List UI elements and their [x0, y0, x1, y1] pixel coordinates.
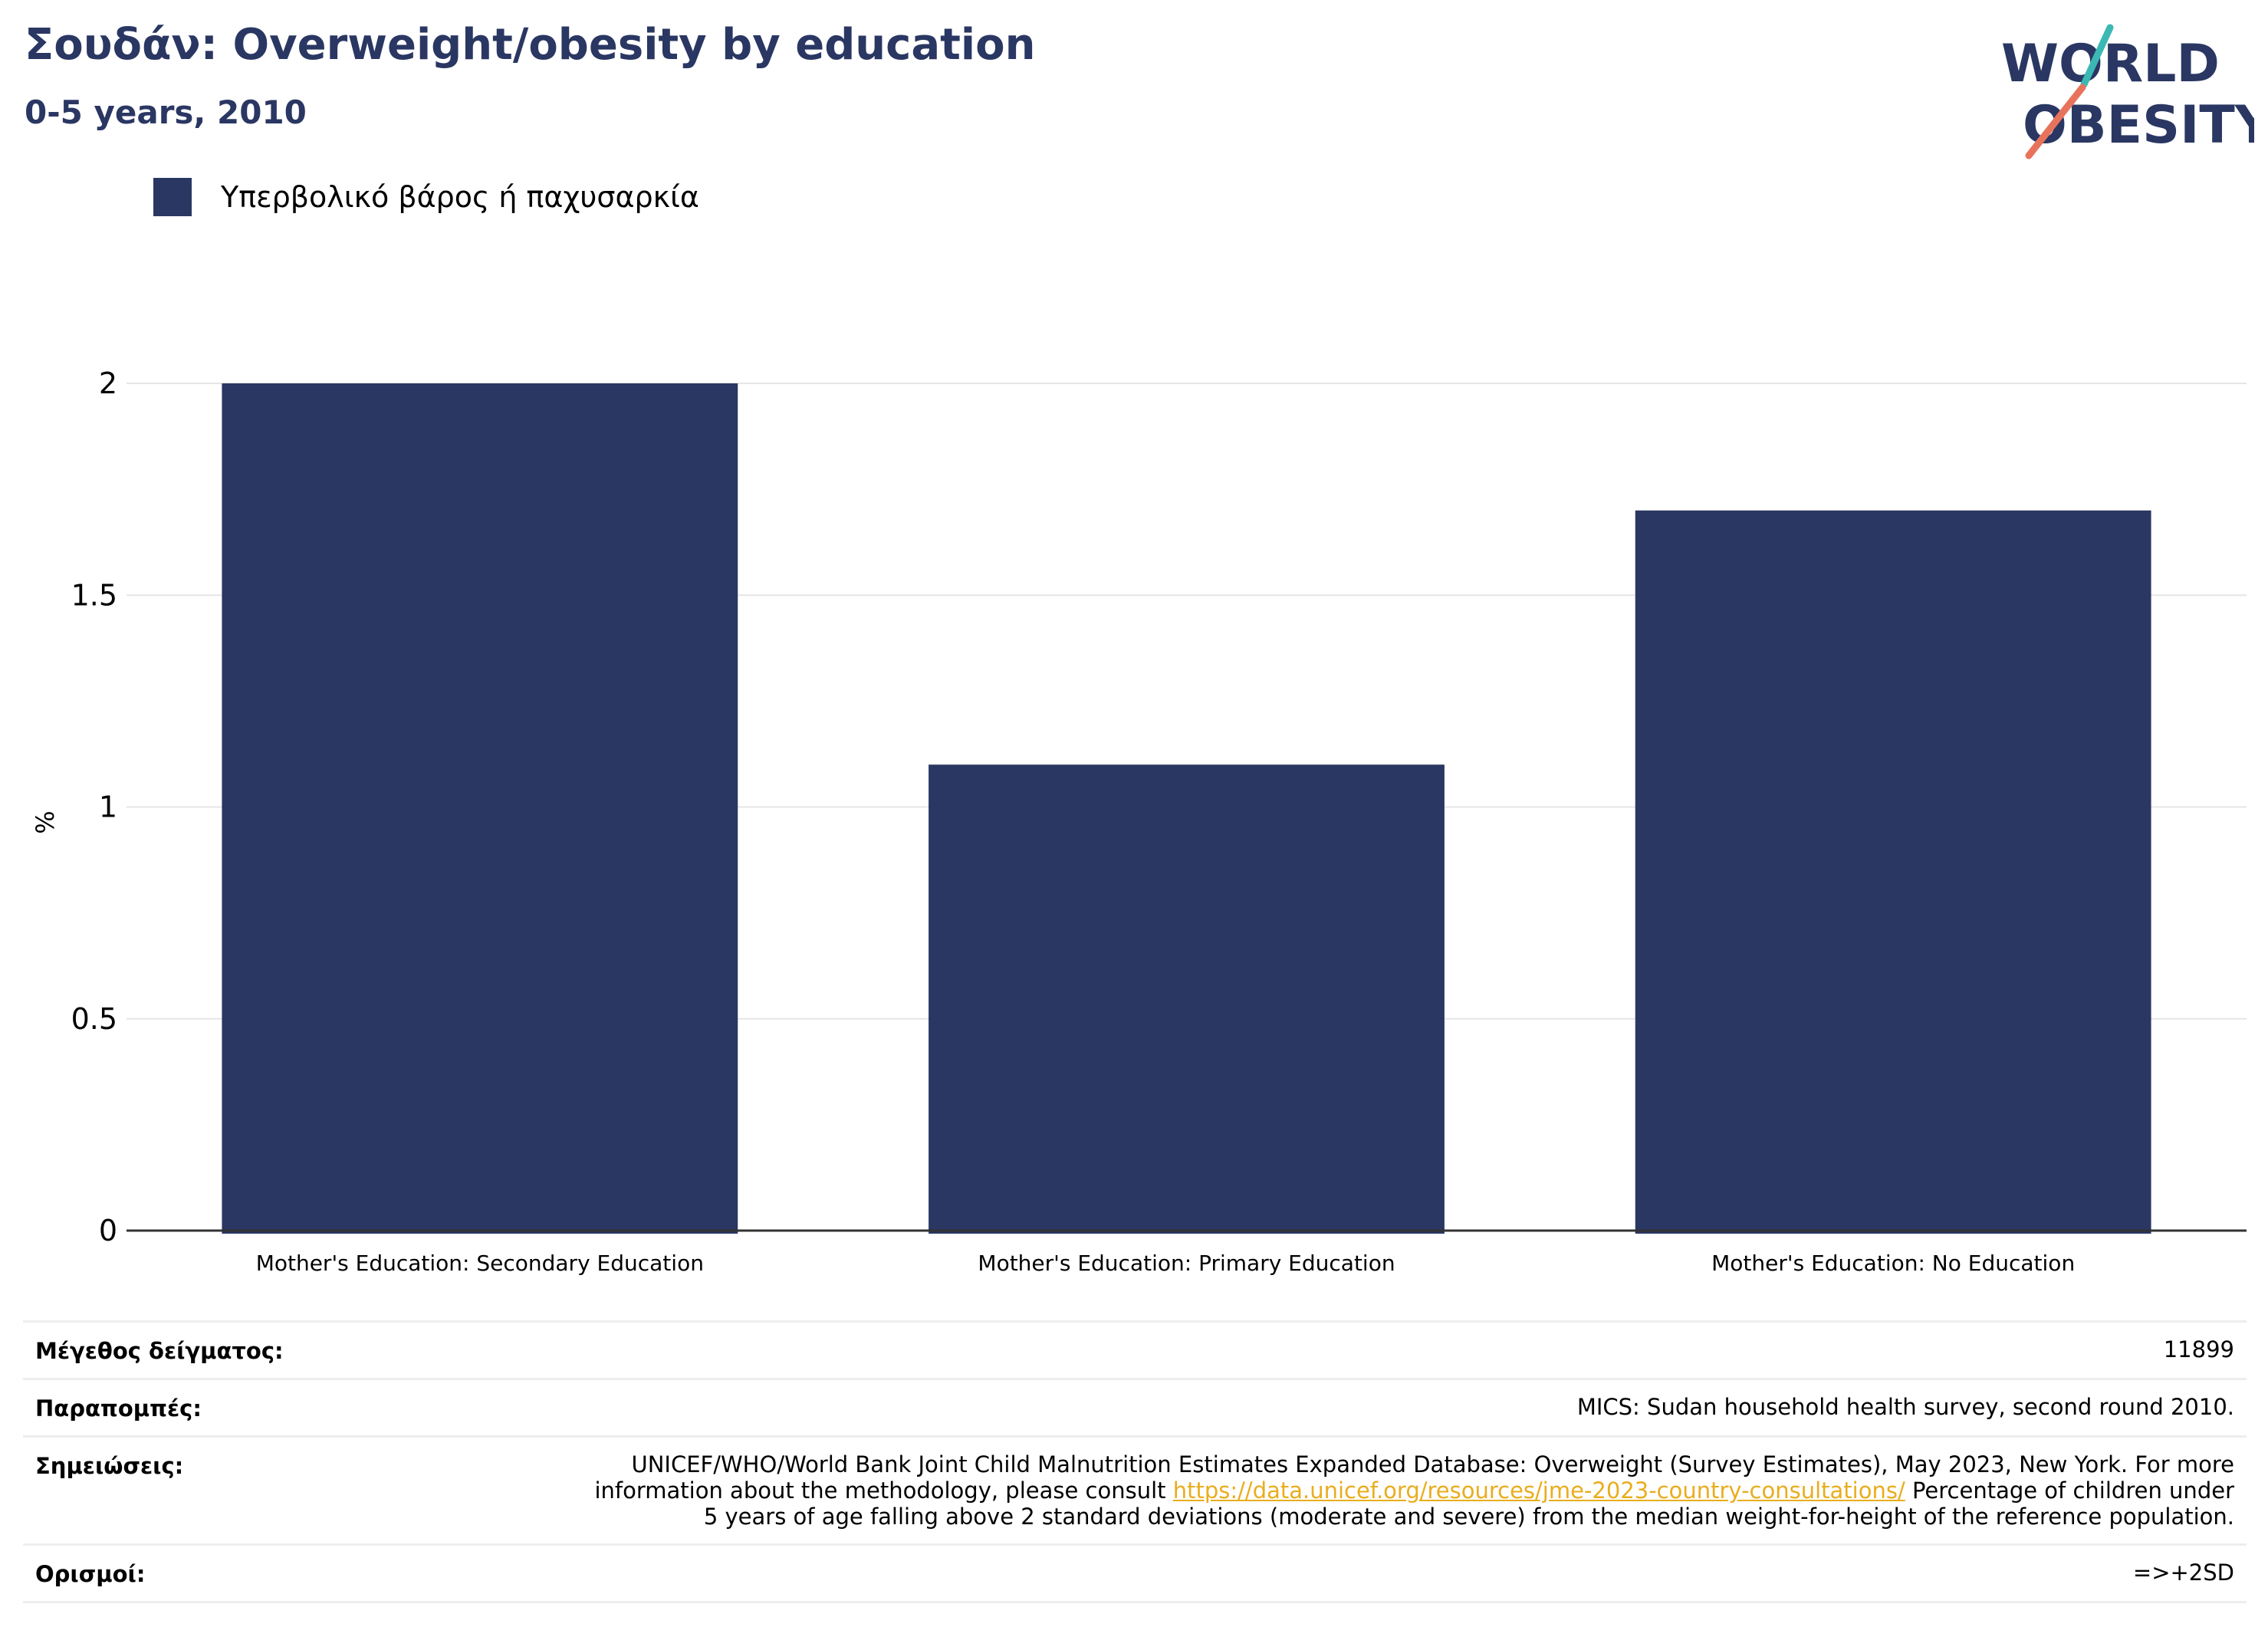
x-tick-label: Mother's Education: No Education	[1711, 1251, 2075, 1276]
y-tick-label: 2	[99, 366, 117, 400]
meta-value: =>+2SD	[2132, 1560, 2234, 1586]
y-tick-label: 0	[99, 1214, 117, 1247]
x-tick-label: Mother's Education: Primary Education	[978, 1251, 1395, 1276]
logo-teal-slash	[2080, 24, 2114, 88]
meta-value: UNICEF/WHO/World Bank Joint Child Malnut…	[578, 1451, 2234, 1530]
meta-value: MICS: Sudan household health survey, sec…	[1576, 1394, 2234, 1420]
notes-text-before: UNICEF/WHO/World Bank Joint Child Malnut…	[594, 1451, 2234, 1504]
meta-row-notes: Σημειώσεις: UNICEF/WHO/World Bank Joint …	[23, 1435, 2247, 1543]
meta-key: Ορισμοί:	[35, 1561, 146, 1587]
world-obesity-logo: WORLD OBESITY	[2001, 24, 2254, 159]
bar	[222, 383, 738, 1234]
meta-row-references: Παραπομπές: MICS: Sudan household health…	[23, 1378, 2247, 1435]
legend-swatch	[153, 178, 192, 216]
meta-row-definitions: Ορισμοί: =>+2SD	[23, 1543, 2247, 1603]
chart-subtitle: 0-5 years, 2010	[25, 94, 307, 131]
bar	[929, 764, 1445, 1234]
meta-key: Μέγεθος δείγματος:	[35, 1338, 284, 1364]
y-axis-label: %	[31, 810, 60, 833]
legend-label: Υπερβολικό βάρος ή παχυσαρκία	[221, 180, 699, 214]
metadata-table: Μέγεθος δείγματος: 11899 Παραπομπές: MIC…	[23, 1320, 2247, 1603]
chart-title: Σουδάν: Overweight/obesity by education	[25, 20, 1036, 70]
y-tick-label: 1.5	[71, 578, 117, 612]
meta-key: Σημειώσεις:	[35, 1453, 184, 1479]
bar-chart: 0 0.5 1 1.5 2% Mother's Education: Secondary …	[31, 366, 2247, 1276]
meta-value: 11899	[2163, 1336, 2234, 1362]
meta-key: Παραπομπές:	[35, 1395, 202, 1422]
methodology-link[interactable]: https://data.unicef.org/resources/jme-20…	[1172, 1477, 1905, 1504]
bar	[1635, 510, 2151, 1234]
logo-line1: WORLD	[2001, 34, 2220, 94]
logo-coral-slash	[2025, 84, 2086, 159]
notes-text-after: Percentage of children under 5 years of …	[703, 1477, 2234, 1530]
legend: Υπερβολικό βάρος ή παχυσαρκία	[153, 178, 699, 216]
logo-line2: OBESITY	[2023, 95, 2254, 156]
meta-row-sample-size: Μέγεθος δείγματος: 11899	[23, 1320, 2247, 1378]
y-tick-label: 1	[99, 790, 117, 824]
x-tick-label: Mother's Education: Secondary Education	[256, 1251, 704, 1276]
y-tick-label: 0.5	[71, 1002, 117, 1036]
